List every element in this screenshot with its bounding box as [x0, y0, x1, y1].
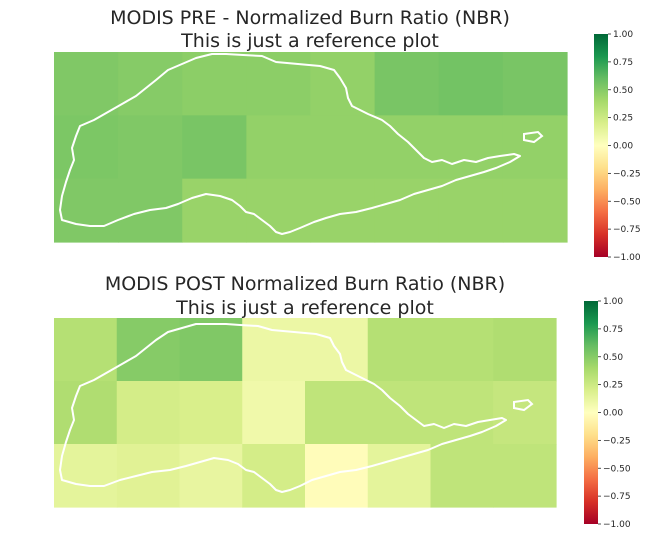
heatmap-cell [493, 381, 557, 445]
heatmap-cell [430, 318, 494, 382]
heatmap-cell [179, 318, 243, 382]
chart-pre-heatmap [54, 52, 568, 243]
colorbar-tick-label: 1.00 [613, 30, 633, 40]
chart-post-colorbar-ticks: 1.00 0.75 0.50 0.25 0.00 −0.25 −0.50 −0.75 −1.00 [598, 297, 631, 530]
colorbar-tick-label: 1.00 [603, 297, 623, 307]
chart-pre-island [523, 130, 544, 144]
heatmap-cell [179, 444, 243, 508]
heatmap-cell [430, 381, 494, 445]
heatmap-cell [305, 444, 369, 508]
heatmap-cell [367, 318, 432, 382]
chart-pre-title: MODIS PRE - Normalized Burn Ratio (NBR) [110, 7, 510, 29]
chart-pre-subtitle: This is just a reference plot [180, 30, 439, 52]
heatmap-cell [246, 115, 312, 180]
heatmap-cell [502, 52, 568, 116]
heatmap-cell [116, 318, 181, 382]
colorbar-tick-label: −0.50 [603, 464, 631, 474]
heatmap-cell [502, 115, 568, 180]
colorbar-tick-label: −0.75 [603, 492, 631, 502]
chart-post-colorbar-gradient [584, 301, 598, 524]
chart-pre-colorbar: 1.00 0.75 0.50 0.25 0.00 −0.25 −0.50 −0.75 −1.00 [594, 30, 641, 263]
chart-post-outline [59, 323, 507, 493]
heatmap-cell [54, 381, 118, 445]
heatmap-cell [179, 381, 243, 445]
heatmap-cell [118, 115, 183, 180]
colorbar-tick-label: 0.75 [603, 325, 623, 335]
heatmap-cell [182, 115, 247, 180]
heatmap-cell [54, 115, 119, 180]
heatmap-cell [54, 52, 119, 116]
heatmap-cell [54, 318, 118, 382]
heatmap-cell [438, 52, 504, 116]
heatmap-cell [182, 52, 247, 116]
colorbar-tick-label: −0.75 [613, 225, 641, 235]
colorbar-tick-label: 0.25 [603, 381, 623, 391]
chart-pre-outline [59, 53, 521, 235]
colorbar-tick-label: −0.50 [613, 197, 641, 207]
chart-post-heatmap [54, 318, 557, 508]
colorbar-tick-label: −1.00 [603, 520, 631, 530]
colorbar-tick-label: −1.00 [613, 253, 641, 263]
chart-pre-colorbar-ticks: 1.00 0.75 0.50 0.25 0.00 −0.25 −0.50 −0.75 −1.00 [608, 30, 641, 263]
chart-pre-colorbar-gradient [594, 34, 608, 257]
chart-post-colorbar: 1.00 0.75 0.50 0.25 0.00 −0.25 −0.50 −0.75 −1.00 [584, 297, 631, 530]
colorbar-tick-label: 0.25 [613, 114, 633, 124]
chart-pre: MODIS PRE - Normalized Burn Ratio (NBR) … [54, 7, 641, 263]
colorbar-tick-label: −0.25 [613, 169, 641, 179]
heatmap-cell [367, 444, 432, 508]
heatmap-cell [116, 444, 181, 508]
colorbar-tick-label: −0.25 [603, 436, 631, 446]
heatmap-cell [430, 444, 494, 508]
colorbar-tick-label: 0.00 [603, 409, 623, 419]
heatmap-cell [502, 178, 568, 243]
heatmap-cell [374, 115, 440, 180]
heatmap-cell [367, 381, 432, 445]
heatmap-cell [242, 381, 306, 445]
chart-post: MODIS POST Normalized Burn Ratio (NBR) T… [54, 273, 631, 530]
chart-post-island [513, 398, 534, 412]
heatmap-cell [54, 444, 118, 508]
heatmap-cell [116, 381, 181, 445]
heatmap-cell [305, 381, 369, 445]
heatmap-cell [242, 444, 306, 508]
heatmap-cell [374, 178, 440, 243]
chart-post-title: MODIS POST Normalized Burn Ratio (NBR) [105, 273, 505, 295]
heatmap-cell [182, 178, 247, 243]
heatmap-cell [493, 318, 557, 382]
colorbar-tick-label: 0.50 [613, 86, 633, 96]
colorbar-tick-label: 0.75 [613, 58, 633, 68]
colorbar-tick-label: 0.50 [603, 353, 623, 363]
heatmap-cell [310, 115, 376, 180]
chart-post-subtitle: This is just a reference plot [175, 297, 434, 319]
heatmap-cell [493, 444, 557, 508]
heatmap-cell [438, 178, 504, 243]
heatmap-cell [374, 52, 440, 116]
heatmap-cell [242, 318, 306, 382]
colorbar-tick-label: 0.00 [613, 142, 633, 152]
